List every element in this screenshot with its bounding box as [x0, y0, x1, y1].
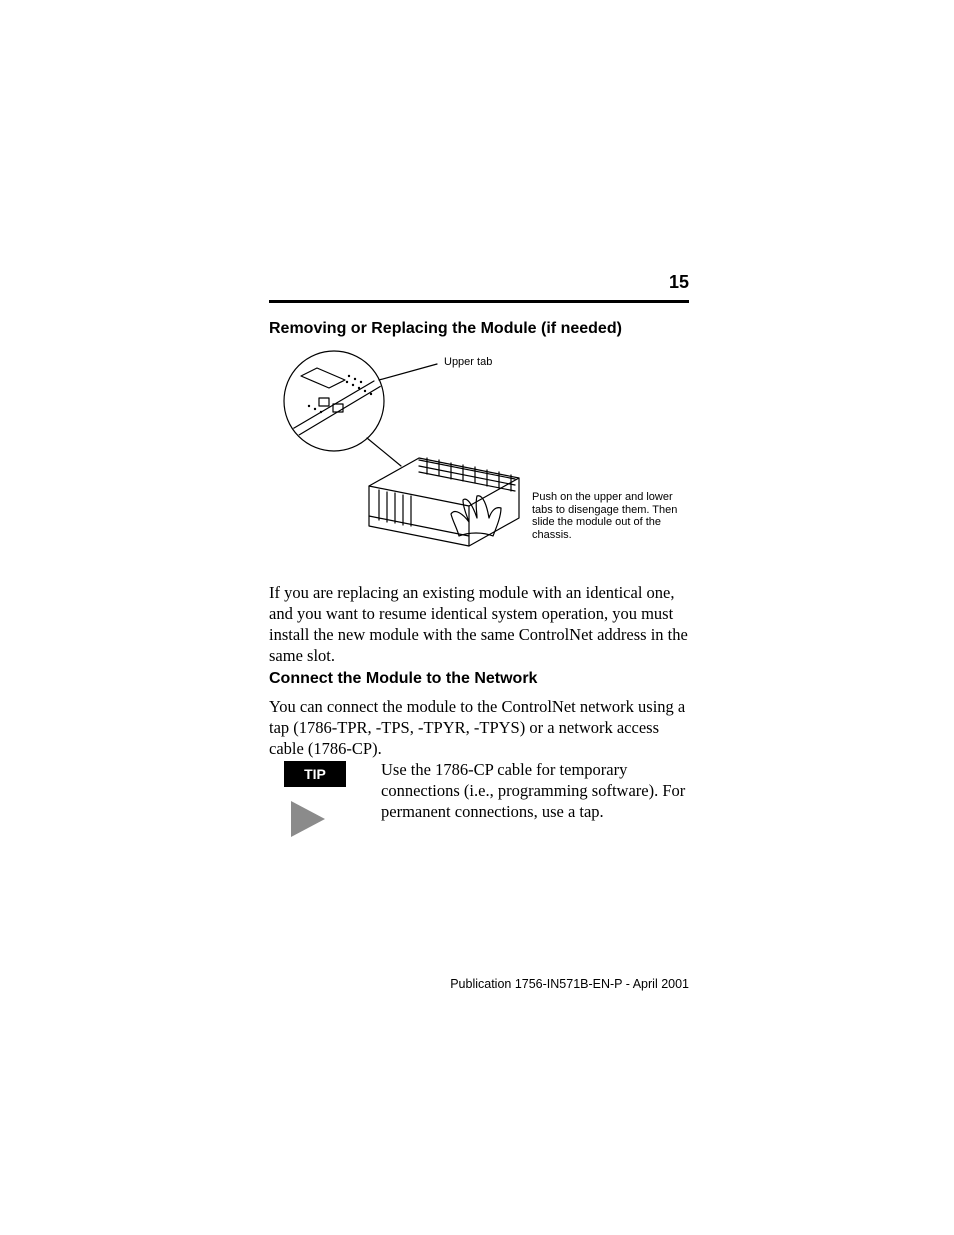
tip-block: TIP Use the 1786-CP cable for temporary … [269, 759, 689, 837]
tip-marker-column: TIP [269, 759, 361, 837]
horizontal-rule [269, 300, 689, 303]
page: 15 Removing or Replacing the Module (if … [0, 0, 954, 1235]
heading-connect-network: Connect the Module to the Network [269, 670, 537, 688]
page-number: 15 [669, 272, 689, 293]
tip-badge: TIP [284, 761, 346, 787]
paragraph-connect-network: You can connect the module to the Contro… [269, 696, 689, 759]
paragraph-replace-module: If you are replacing an existing module … [269, 582, 689, 666]
tip-arrow-icon [291, 801, 325, 837]
figure-label-upper-tab: Upper tab [444, 356, 492, 368]
publication-footer: Publication 1756-IN571B-EN-P - April 200… [450, 977, 689, 991]
heading-removing: Removing or Replacing the Module (if nee… [269, 320, 622, 338]
module-removal-illustration-icon [269, 346, 529, 564]
paragraph-tip: Use the 1786-CP cable for temporary conn… [381, 759, 689, 822]
figure-instruction-text: Push on the upper and lower tabs to dise… [532, 491, 692, 542]
figure-module-removal: Upper tab Push on the upper and lower ta… [269, 346, 689, 564]
tip-text-column: Use the 1786-CP cable for temporary conn… [361, 759, 689, 822]
